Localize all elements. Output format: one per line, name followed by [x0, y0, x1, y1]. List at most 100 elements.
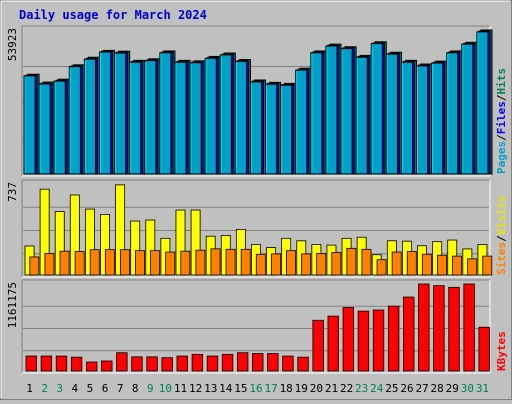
bar-sites	[29, 256, 40, 276]
chart-title: Daily usage for March 2024	[19, 8, 207, 22]
bar-sites	[391, 251, 402, 276]
bar-kbytes	[161, 357, 173, 372]
x-tick-label: 6	[102, 382, 109, 395]
bar-kbytes	[25, 355, 37, 372]
bar-pages	[446, 52, 459, 175]
bar-pages	[340, 48, 353, 175]
chart-panels: 53923Pages/Files/Hits737Sites/Visits1161…	[6, 25, 508, 374]
bar-pages	[129, 61, 142, 175]
legend-entry: /	[495, 134, 508, 141]
bar-sites	[482, 255, 493, 276]
bar-sites	[361, 248, 372, 276]
bar-pages	[461, 43, 474, 175]
bar-sites	[346, 247, 357, 276]
bar-sites	[452, 255, 462, 276]
bar-pages	[98, 51, 112, 175]
x-tick-label: 10	[159, 382, 172, 395]
bar-sites	[316, 252, 327, 276]
bar-sites	[331, 252, 342, 276]
bar-pages	[385, 53, 398, 175]
bar-pages	[476, 31, 489, 175]
x-tick-label: 20	[310, 382, 323, 395]
bar-sites	[406, 251, 417, 276]
bar-sites	[255, 253, 266, 276]
bar-pages	[38, 83, 51, 175]
bar-pages	[68, 66, 81, 175]
bar-sites	[89, 249, 100, 276]
bar-kbytes	[191, 353, 204, 372]
x-tick-label: 7	[117, 382, 124, 395]
bar-pages	[114, 52, 127, 175]
x-tick-label: 25	[385, 382, 398, 395]
x-tick-label: 24	[370, 382, 384, 395]
y-axis-max-label: 737	[6, 182, 19, 202]
legend-entry: /	[495, 235, 508, 242]
x-tick-label: 11	[174, 382, 187, 395]
bar-pages	[280, 84, 293, 175]
bar-sites	[210, 248, 221, 276]
bar-sites	[180, 250, 191, 276]
bar-pages	[249, 81, 263, 175]
x-tick-label: 16	[249, 382, 262, 395]
bar-pages	[189, 62, 202, 175]
x-tick-label: 1	[26, 382, 33, 395]
bar-sites	[421, 253, 432, 276]
bar-kbytes	[297, 356, 309, 372]
bar-kbytes	[327, 315, 339, 372]
bar-sites	[376, 259, 387, 276]
legend-entry: Pages	[495, 141, 508, 174]
legend-kbytes: KBytes	[495, 331, 508, 371]
y-axis-max-label: 53923	[6, 28, 19, 61]
bar-sites	[165, 251, 176, 276]
bar-sites	[120, 249, 130, 276]
x-tick-label: 4	[72, 382, 79, 395]
x-tick-label: 19	[295, 382, 308, 395]
bar-kbytes	[357, 310, 370, 372]
x-axis: 1 2 3 4 5 6 7 8 9 10 11 12 13 14 15 16 17 18 19 20 21 22 23 24 2…	[26, 382, 489, 395]
bar-kbytes	[85, 361, 98, 372]
bar-sites	[286, 250, 296, 276]
bar-kbytes	[131, 356, 143, 372]
bar-pages	[310, 52, 323, 175]
bar-sites	[467, 258, 478, 276]
x-tick-label: 31	[476, 382, 489, 395]
bar-kbytes	[463, 283, 475, 372]
bar-pages	[144, 60, 157, 175]
bar-sites	[104, 249, 115, 276]
x-tick-label: 2	[41, 382, 48, 395]
bar-kbytes	[221, 353, 234, 372]
x-tick-label: 3	[56, 382, 63, 395]
bar-sites	[135, 250, 145, 276]
panel-visits: 737 Sites/Visits	[6, 179, 508, 278]
bar-kbytes	[403, 296, 415, 372]
x-tick-label: 28	[431, 382, 444, 395]
bar-kbytes	[418, 283, 430, 372]
legend-entry: Sites	[495, 242, 508, 275]
bar-kbytes	[282, 355, 294, 372]
bar-sites	[270, 253, 281, 276]
bar-pages	[83, 58, 96, 175]
bar-kbytes	[312, 319, 324, 372]
bar-pages	[295, 69, 308, 175]
bar-sites	[437, 254, 447, 276]
bar-pages	[53, 80, 66, 175]
x-tick-label: 18	[280, 382, 293, 395]
x-tick-label: 22	[340, 382, 353, 395]
bar-kbytes	[448, 286, 460, 372]
bar-kbytes	[116, 352, 128, 372]
bar-kbytes	[206, 355, 219, 372]
x-tick-label: 5	[87, 382, 94, 395]
bar-kbytes	[146, 356, 158, 372]
bar-pages	[265, 83, 278, 175]
bar-sites	[150, 250, 161, 276]
legend-entry: KBytes	[495, 331, 508, 371]
bar-kbytes	[342, 307, 355, 372]
bar-pages	[355, 56, 368, 175]
bar-pages	[370, 43, 383, 175]
bar-kbytes	[70, 356, 83, 372]
bar-sites	[240, 248, 251, 276]
x-tick-label: 9	[147, 382, 154, 395]
bar-kbytes	[236, 352, 249, 372]
